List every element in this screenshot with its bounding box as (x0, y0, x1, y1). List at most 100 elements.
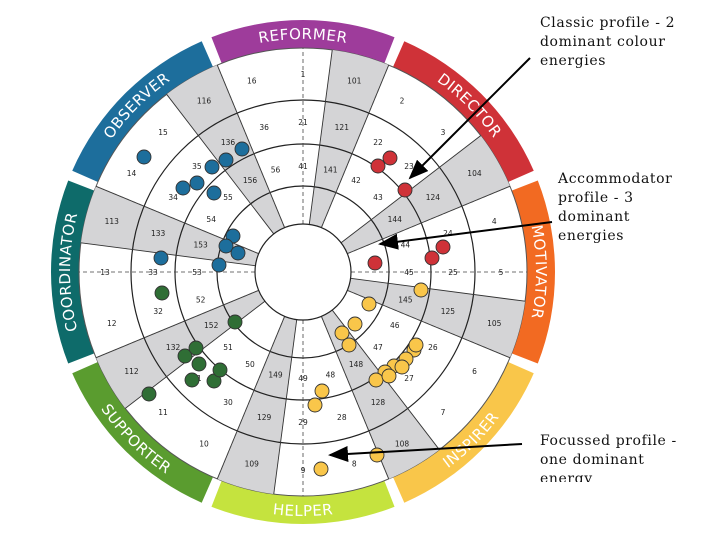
wedge-number-label: 35 (192, 162, 202, 171)
wedge-number-label: 9 (301, 466, 306, 475)
wedge-number-label: 141 (323, 166, 338, 175)
wedge-number-label: 50 (245, 360, 255, 369)
segment-label-text: MOTIVATOR (528, 224, 550, 321)
shaded-wedge (217, 316, 297, 495)
profile-dot-inspirer (341, 337, 357, 353)
segment-band-supporter (72, 362, 213, 503)
wedge-number-label: 8 (352, 459, 357, 468)
segment-label-motivator: MOTIVATOR (528, 224, 551, 321)
ring-line (130, 99, 476, 445)
wedge-number-label: 47 (373, 343, 383, 352)
dashed-divider (347, 185, 511, 255)
shaded-wedge (166, 65, 285, 234)
wedge-number-label: 13 (100, 268, 110, 277)
wedge-number-label: 14 (127, 169, 137, 178)
wedge-number-label: 30 (223, 398, 233, 407)
segment-label-text: REFORMER (257, 25, 348, 47)
segment-label-helper: HELPER (272, 500, 334, 520)
dashed-divider (216, 316, 286, 480)
profile-dot-observer (218, 238, 234, 254)
wedge-number-label: 152 (204, 321, 219, 330)
wedge-number-label: 15 (158, 128, 168, 137)
wedge-number-label: 55 (223, 193, 233, 202)
profile-dot-inspirer (394, 359, 410, 375)
profile-dot-director (367, 255, 383, 271)
profile-dot-inspirer (334, 325, 350, 341)
profile-dot-inspirer (313, 461, 329, 477)
callout-accommodator-profile: Accommodator profile - 3 dominant energi… (558, 170, 703, 246)
wedge-number-label: 6 (472, 367, 477, 376)
callout-line: Focussed profile - (540, 433, 677, 449)
segment-label-reformer: REFORMER (257, 25, 349, 47)
dashed-divider (216, 64, 286, 228)
profile-dot-supporter (191, 356, 207, 372)
wedge-number-label: 113 (105, 217, 120, 226)
wedge-number-label: 136 (221, 138, 236, 147)
wedge-number-label: 145 (398, 295, 413, 304)
wedge-number-label: 7 (441, 408, 446, 417)
wedge-number-label: 144 (388, 215, 403, 224)
wedge-number-label: 121 (335, 123, 350, 132)
wedge-number-label: 23 (404, 162, 414, 171)
profile-dot-observer (234, 141, 250, 157)
profile-dot-inspirer (307, 397, 323, 413)
callout-line: energies (558, 228, 624, 244)
shaded-wedge (80, 186, 259, 266)
profile-dot-inspirer (361, 296, 377, 312)
shaded-wedge (96, 290, 265, 409)
profile-dot-observer (206, 185, 222, 201)
profile-dot-inspirer (369, 447, 385, 463)
wedge-number-label: 153 (193, 241, 208, 250)
callout-line: dominant (558, 209, 630, 225)
wedge-number-label: 44 (401, 241, 411, 250)
callout-line: dominant colour (540, 34, 666, 50)
wedge-number-label: 32 (153, 307, 163, 316)
arrow-classic (408, 57, 531, 180)
profile-dot-observer (204, 159, 220, 175)
callout-line: Classic profile - 2 (540, 15, 676, 31)
wedge-number-label: 148 (349, 360, 364, 369)
wedge-number-label: 125 (441, 307, 456, 316)
wedge-number-label: 116 (197, 97, 212, 106)
wedge-number-label: 36 (259, 123, 269, 132)
dashed-divider (320, 316, 390, 480)
profile-dot-supporter (212, 362, 228, 378)
profile-dot-observer (153, 250, 169, 266)
segment-label-text: HELPER (272, 500, 333, 520)
profile-dot-inspirer (408, 337, 424, 353)
callout-focussed-profile: Focussed profile - one dominant energy (540, 432, 705, 482)
segment-band-inspirer (393, 362, 534, 503)
shaded-wedge (347, 278, 526, 358)
dashed-divider (95, 289, 259, 359)
wedge-number-label: 21 (298, 118, 308, 127)
wedge-number-label: 149 (268, 370, 283, 379)
wedge-number-label: 12 (107, 319, 117, 328)
wedge-number-label: 43 (373, 193, 383, 202)
profile-dot-observer (175, 180, 191, 196)
wedge-divider (308, 49, 333, 225)
wedge-number-label: 4 (492, 217, 497, 226)
wedge-number-label: 105 (487, 319, 502, 328)
wedge-number-label: 48 (326, 370, 336, 379)
wedge-number-label: 41 (298, 162, 308, 171)
wedge-number-label: 51 (223, 343, 233, 352)
profile-dot-supporter (184, 372, 200, 388)
wedge-number-label: 53 (192, 268, 202, 277)
shaded-wedge (341, 135, 510, 254)
wedge-number-label: 26 (428, 343, 438, 352)
wedge-divider (273, 319, 298, 495)
wedge-number-label: 11 (158, 408, 168, 417)
callout-line: Accommodator (558, 171, 673, 187)
segment-band-observer (72, 41, 213, 182)
wedge-number-label: 34 (168, 193, 178, 202)
profile-dot-inspirer (347, 316, 363, 332)
wedge-number-label: 3 (441, 128, 446, 137)
shaded-wedge (309, 49, 389, 228)
wedge-number-label: 109 (245, 459, 260, 468)
callout-line: energies (540, 53, 606, 69)
wedge-number-label: 124 (426, 193, 441, 202)
profile-dot-director (424, 250, 440, 266)
callout-line: energy (540, 471, 593, 482)
wedge-divider (350, 277, 526, 302)
